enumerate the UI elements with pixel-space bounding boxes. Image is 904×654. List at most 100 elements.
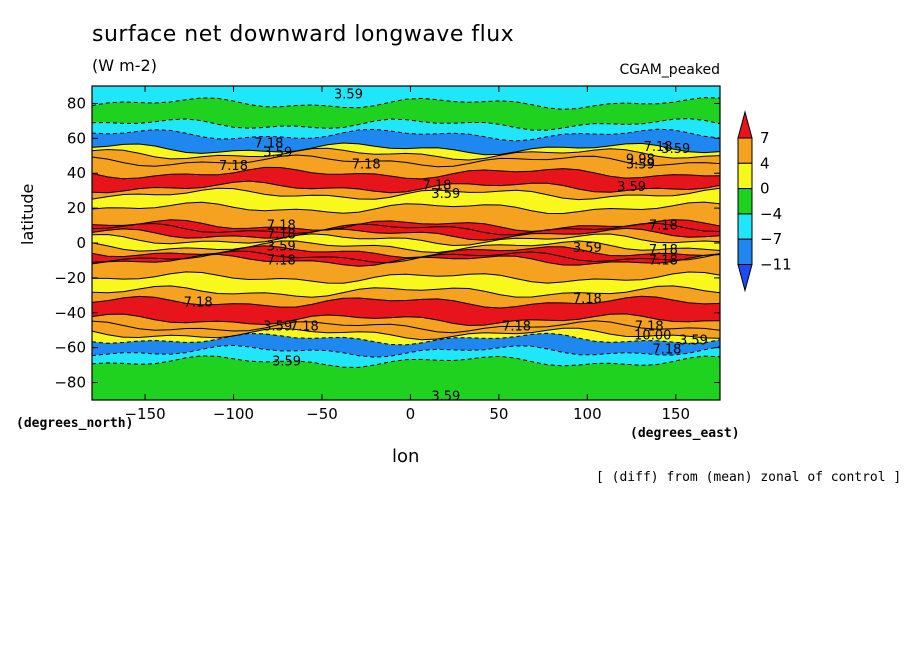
contour-line xyxy=(91,180,721,194)
contour-line xyxy=(91,332,721,346)
contour-label: 7.18 xyxy=(502,320,531,335)
contour-line xyxy=(91,250,721,264)
contour-label: 3.59 xyxy=(267,239,296,254)
contour-line xyxy=(91,142,721,156)
heatmap-band xyxy=(92,129,720,155)
contour-label: 3.59 xyxy=(334,88,363,103)
contour-label: 7.18 xyxy=(352,158,381,173)
contour-line xyxy=(91,219,721,232)
heatmap-band xyxy=(92,328,720,345)
colorbar-label: −4 xyxy=(760,205,782,223)
contour-label: 7.18 xyxy=(184,295,213,310)
contour-label: 7.18 xyxy=(219,159,248,174)
contour-line xyxy=(91,187,721,201)
contour-line xyxy=(91,313,721,327)
y-tick-label: −20 xyxy=(54,269,86,287)
contour-line xyxy=(91,240,721,254)
y-tick-label: −40 xyxy=(54,304,86,322)
contour-label: 10.00 xyxy=(634,328,671,343)
contour-label: 7.18 xyxy=(635,320,664,335)
heatmap-band xyxy=(92,167,720,193)
y-tick-label: 20 xyxy=(67,199,86,217)
contour-line xyxy=(91,327,721,341)
heatmap-band xyxy=(92,296,720,326)
colorbar-label: −11 xyxy=(760,256,792,274)
x-axis-units: (degrees_east) xyxy=(630,426,740,441)
contour-label: 7.18 xyxy=(267,227,296,242)
colorbar-box xyxy=(737,162,753,190)
contour-line xyxy=(92,271,721,284)
colorbar-label: 7 xyxy=(760,129,770,147)
colorbar-label: −7 xyxy=(760,230,782,248)
y-tick-label: 0 xyxy=(76,234,86,252)
contour-label: 3.59 xyxy=(617,180,646,195)
chart-title: surface net downward longwave flux xyxy=(92,22,515,47)
x-axis-label: lon xyxy=(392,446,420,467)
contour-line xyxy=(91,320,721,334)
heatmap-band xyxy=(92,202,720,232)
x-tick-label: −50 xyxy=(306,405,338,423)
colorbar-label: 0 xyxy=(760,180,770,198)
contour-label: 7.18 xyxy=(267,253,296,268)
contour-label: 7.18 xyxy=(290,320,319,335)
contour-label: 3.59 xyxy=(431,390,460,405)
heatmap-band xyxy=(92,254,720,284)
x-tick-label: 150 xyxy=(661,405,690,423)
colorbar-box xyxy=(737,213,753,240)
contour-line xyxy=(91,97,721,110)
contour-line xyxy=(91,147,721,161)
heatmap-band xyxy=(92,155,720,179)
heatmap-band xyxy=(92,86,720,110)
heatmap-band xyxy=(92,219,720,235)
heatmap-band xyxy=(92,313,720,333)
contour-line xyxy=(91,128,721,142)
contour-line xyxy=(91,118,721,131)
heatmap-band xyxy=(92,271,720,298)
heatmap-band xyxy=(92,345,720,368)
contour-label: 3.59 xyxy=(431,187,460,202)
x-tick-label: 50 xyxy=(489,405,508,423)
contour-label: 7.18 xyxy=(644,140,673,155)
contour-label: 7.18 xyxy=(422,178,451,193)
case-label: CGAM_peaked xyxy=(619,62,720,78)
contour-label: 3.59 xyxy=(263,145,292,160)
contour-line xyxy=(91,154,721,168)
heatmap-band xyxy=(92,118,720,141)
colorbar-label: 4 xyxy=(760,154,770,172)
contour-label: 7.18 xyxy=(254,137,283,152)
contour-line xyxy=(91,344,721,358)
y-tick-label: 60 xyxy=(67,129,86,147)
contour-line xyxy=(91,355,721,368)
colorbar-box xyxy=(737,238,753,265)
contour-label: 3.59 xyxy=(661,142,690,157)
x-tick-label: 0 xyxy=(406,405,416,423)
heatmap-band xyxy=(92,228,720,246)
heatmap-band xyxy=(92,223,720,241)
contour-label: 3.59 xyxy=(626,158,655,173)
contour-label: 9.98 xyxy=(626,152,655,167)
heatmap-band xyxy=(92,245,720,263)
y-tick-label: 40 xyxy=(67,164,86,182)
contour-line xyxy=(91,166,721,180)
contour-label: 3.59 xyxy=(679,334,708,349)
y-tick-label: −80 xyxy=(54,374,86,392)
contour-label: 7.18 xyxy=(649,253,678,268)
contour-line xyxy=(91,295,721,309)
colorbar-box xyxy=(737,137,753,164)
contour-line xyxy=(91,245,721,259)
colorbar-arrow-top xyxy=(737,110,753,139)
heatmap-band xyxy=(92,188,720,214)
contour-label: 7.18 xyxy=(649,219,678,234)
y-tick-label: 80 xyxy=(67,94,86,112)
contour-label: 7.18 xyxy=(573,292,602,307)
heatmap-band xyxy=(92,355,720,400)
y-axis-units: (degrees_north) xyxy=(16,416,134,431)
contour-line xyxy=(91,285,721,298)
contour-label: 7.18 xyxy=(267,219,296,234)
x-tick-label: −150 xyxy=(124,405,165,423)
contour-line xyxy=(91,227,721,241)
footnote: [ (diff) from (mean) zonal of control ] xyxy=(596,470,902,485)
contour-line xyxy=(91,233,721,247)
y-tick-label: −60 xyxy=(54,339,86,357)
